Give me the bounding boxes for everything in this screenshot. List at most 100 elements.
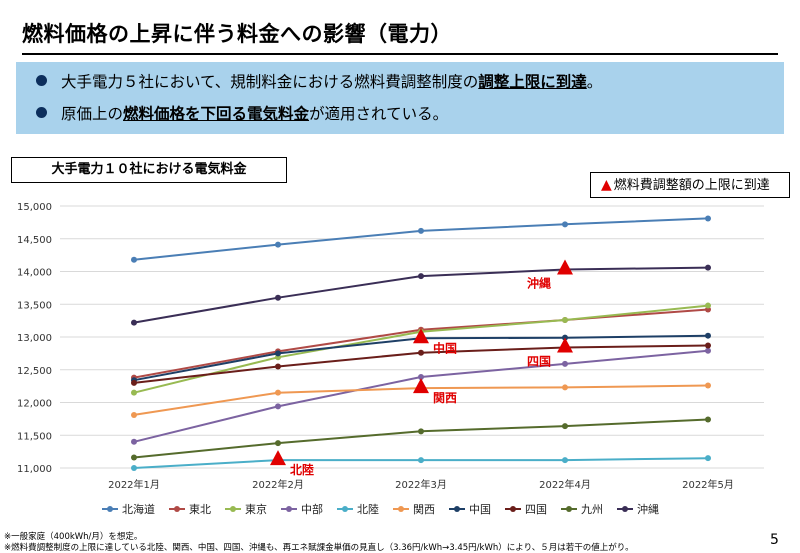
x-tick-label: 2022年1月 — [108, 478, 160, 491]
y-tick-label: 11,500 — [17, 431, 52, 442]
legend-swatch-dot — [174, 506, 180, 512]
data-point — [131, 389, 137, 396]
annotation-label: 四国 — [527, 354, 551, 368]
cap-reached-marker — [413, 378, 429, 394]
bullet-dot-icon — [36, 75, 47, 86]
y-tick-label: 13,500 — [17, 300, 52, 311]
bullet-1-pre: 大手電力５社において、規制料金における燃料費調整制度の — [61, 73, 479, 91]
data-point — [275, 403, 281, 410]
legend-label: 四国 — [525, 503, 547, 516]
x-tick-label: 2022年5月 — [682, 478, 734, 491]
data-point — [705, 332, 711, 339]
data-point — [705, 215, 711, 222]
summary-box: 大手電力５社において、規制料金における燃料費調整制度の調整上限に到達。 原価上の… — [16, 62, 784, 134]
legend-swatch-dot — [398, 506, 404, 512]
data-point — [418, 349, 424, 356]
data-point — [418, 428, 424, 435]
legend-label: 東京 — [245, 502, 267, 516]
legend-label: 沖縄 — [637, 502, 659, 516]
bullet-dot-icon — [36, 107, 47, 118]
bullet-1-post: 。 — [586, 73, 603, 91]
legend-label: 中国 — [469, 503, 491, 516]
data-point — [275, 241, 281, 248]
data-point — [562, 316, 568, 323]
data-point — [131, 465, 137, 471]
data-point — [705, 342, 711, 349]
legend-label: 東北 — [189, 503, 211, 516]
bullet-2-pre: 原価上の — [61, 105, 124, 123]
annotation-label: 関西 — [433, 391, 457, 405]
data-point — [705, 264, 711, 271]
y-tick-label: 15,000 — [17, 202, 52, 213]
data-point — [562, 360, 568, 367]
bullet-1-emphasis: 調整上限に到達 — [478, 73, 587, 91]
legend-swatch-dot — [286, 506, 292, 512]
cap-reached-marker — [413, 328, 429, 344]
annotation-legend-box: ▲ 燃料費調整額の上限に到達 — [590, 172, 790, 198]
data-point — [275, 389, 281, 396]
y-tick-label: 13,000 — [17, 333, 52, 344]
data-point — [705, 455, 711, 462]
cap-reached-marker — [557, 259, 573, 275]
legend-label: 北海道 — [122, 502, 155, 516]
bullet-2-post: が適用されている。 — [309, 105, 449, 123]
legend-label: 中部 — [301, 502, 323, 516]
data-point — [275, 440, 281, 447]
y-tick-label: 12,500 — [17, 366, 52, 377]
legend-swatch-dot — [230, 506, 236, 512]
annotation-legend-label: 燃料費調整額の上限に到達 — [613, 178, 770, 193]
y-tick-label: 14,500 — [17, 235, 52, 246]
data-point — [418, 373, 424, 380]
legend-label: 九州 — [581, 503, 603, 516]
data-point — [275, 350, 281, 357]
title-divider — [22, 53, 778, 55]
y-tick-label: 11,000 — [17, 464, 52, 475]
data-point — [562, 423, 568, 430]
data-point — [562, 221, 568, 228]
page-title: 燃料価格の上昇に伴う料金への影響（電力） — [22, 22, 452, 46]
data-point — [705, 416, 711, 423]
legend-swatch-dot — [622, 506, 628, 512]
data-point — [131, 256, 137, 263]
cap-reached-marker — [557, 337, 573, 353]
x-tick-label: 2022年3月 — [395, 478, 447, 491]
series-line — [133, 418, 709, 459]
annotation-label: 中国 — [433, 340, 457, 355]
data-point — [705, 302, 711, 309]
data-point — [131, 454, 137, 461]
footnote-1: ※一般家庭（400kWh/月）を想定。 — [4, 532, 143, 542]
data-point — [705, 382, 711, 389]
legend-swatch-dot — [510, 506, 516, 512]
chart-title: 大手電力１０社における電気料金 — [11, 157, 287, 183]
data-point — [418, 227, 424, 234]
x-tick-label: 2022年2月 — [252, 478, 304, 491]
page-number: 5 — [770, 532, 779, 548]
data-point — [131, 438, 137, 445]
summary-bullet-1: 大手電力５社において、規制料金における燃料費調整制度の調整上限に到達。 — [36, 70, 602, 92]
series-line — [133, 308, 709, 379]
data-point — [418, 273, 424, 280]
triangle-marker-icon: ▲ — [601, 177, 612, 193]
legend-swatch-dot — [566, 506, 572, 512]
y-tick-label: 12,000 — [17, 399, 52, 410]
legend-swatch-dot — [107, 506, 113, 512]
annotation-label: 北陸 — [290, 462, 314, 477]
data-point — [275, 363, 281, 370]
data-point — [275, 294, 281, 301]
bullet-2-emphasis: 燃料価格を下回る電気料金 — [123, 105, 310, 123]
summary-bullet-2: 原価上の燃料価格を下回る電気料金が適用されている。 — [36, 102, 448, 124]
x-tick-label: 2022年4月 — [539, 478, 591, 491]
legend-swatch-dot — [454, 506, 460, 512]
data-point — [562, 457, 568, 464]
data-point — [562, 384, 568, 391]
data-point — [131, 411, 137, 418]
footnote-2: ※燃料費調整制度の上限に達している北陸、関西、中国、四国、沖縄も、再エネ賦課金単… — [4, 543, 634, 553]
y-tick-label: 14,000 — [17, 268, 52, 279]
legend-swatch-dot — [342, 506, 348, 512]
data-point — [131, 319, 137, 326]
annotation-label: 沖縄 — [527, 276, 551, 291]
legend-label: 関西 — [413, 503, 435, 516]
legend-label: 北陸 — [357, 503, 379, 516]
data-point — [418, 457, 424, 464]
